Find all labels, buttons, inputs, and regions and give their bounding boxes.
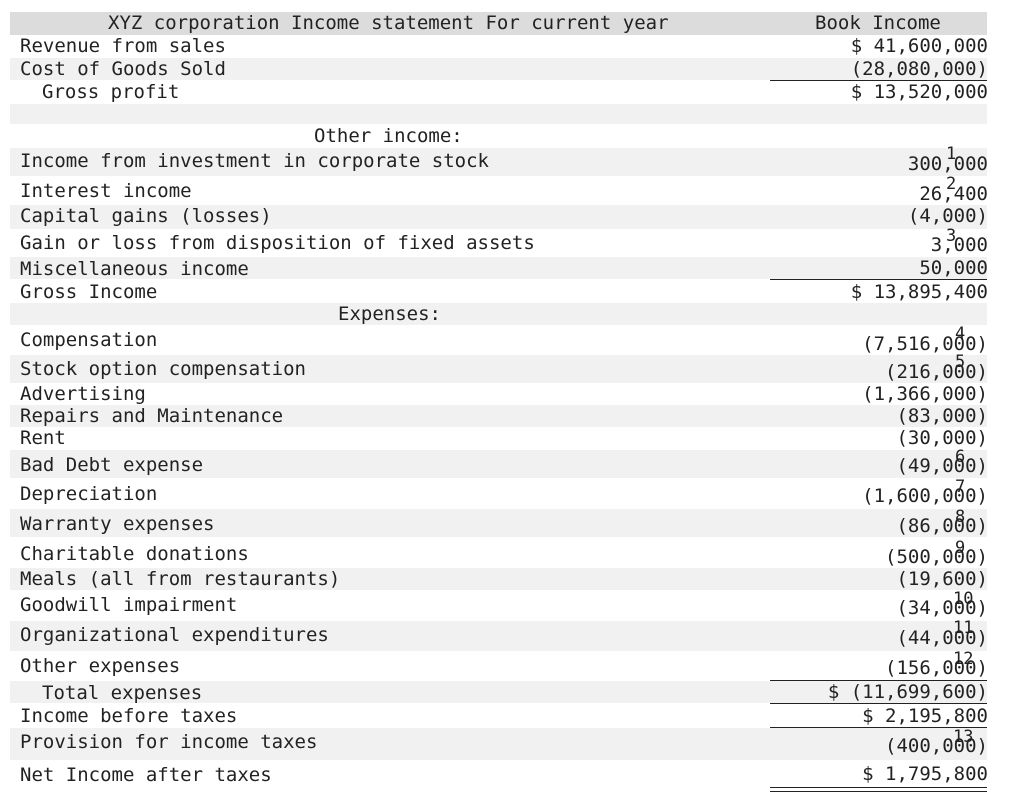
row-shade	[10, 681, 987, 703]
row-shade	[10, 58, 987, 80]
oi-value: 26,400	[919, 183, 988, 205]
expense-value: (500,000)	[885, 546, 988, 568]
expense-label: Advertising	[20, 383, 146, 405]
footnote-marker: 2	[946, 174, 957, 194]
footnote-marker: 9	[955, 538, 966, 558]
net-income-label: Net Income after taxes	[20, 764, 272, 786]
row-shade	[10, 728, 987, 760]
cogs-label: Cost of Goods Sold	[20, 58, 226, 80]
footnote-marker: 8	[955, 507, 966, 527]
expense-value: (44,000)	[896, 627, 988, 649]
oi-label: Gain or loss from disposition of fixed a…	[20, 232, 535, 254]
expense-label: Meals (all from restaurants)	[20, 568, 341, 590]
gross-income-label: Gross Income	[20, 281, 158, 303]
revenue-label: Revenue from sales	[20, 35, 226, 57]
footnote-marker: 3	[946, 226, 957, 246]
total-expenses-label: Total expenses	[42, 682, 203, 704]
expense-label: Goodwill impairment	[20, 594, 238, 616]
footnote-marker: 4	[955, 324, 966, 344]
provision-label: Provision for income taxes	[20, 731, 318, 753]
expense-label: Organizational expenditures	[20, 624, 329, 646]
expense-value: (156,000)	[885, 657, 988, 679]
double-underline	[770, 791, 987, 792]
footnote-marker: 13	[953, 727, 974, 747]
expense-value: (7,516,000)	[862, 333, 988, 355]
underline	[770, 279, 987, 280]
expense-label: Charitable donations	[20, 543, 249, 565]
row-shade	[10, 303, 987, 325]
footnote-marker: 11	[953, 618, 974, 638]
underline	[770, 80, 987, 81]
row-shade	[10, 355, 987, 383]
total-expenses-value: $ (11,699,600)	[827, 681, 988, 703]
expense-label: Bad Debt expense	[20, 454, 204, 476]
row-shade	[10, 104, 987, 124]
expense-value: (49,000)	[896, 455, 988, 477]
expense-label: Stock option compensation	[20, 358, 306, 380]
statement-title: XYZ corporation Income statement For cur…	[108, 12, 669, 34]
footnote-marker: 12	[953, 649, 974, 669]
footnote-marker: 6	[955, 447, 966, 467]
expense-value: (1,366,000)	[862, 383, 988, 405]
other-income-heading: Other income:	[314, 125, 463, 147]
net-income-value: $ 1,795,800	[862, 763, 988, 785]
row-shade	[10, 621, 987, 651]
gross-profit-value: $ 13,520,000	[850, 81, 988, 103]
expense-value: (1,600,000)	[862, 485, 988, 507]
oi-value: 3,000	[930, 234, 988, 256]
oi-value: 50,000	[919, 257, 988, 279]
oi-label: Interest income	[20, 180, 192, 202]
footnote-marker: 10	[953, 589, 974, 609]
expense-label: Warranty expenses	[20, 513, 215, 535]
oi-value: 300,000	[907, 153, 988, 175]
expense-label: Depreciation	[20, 483, 158, 505]
gross-income-value: $ 13,895,400	[850, 281, 988, 303]
expense-label: Rent	[20, 427, 66, 449]
expense-label: Compensation	[20, 329, 158, 351]
footnote-marker: 5	[955, 352, 966, 372]
expense-value: (34,000)	[896, 597, 988, 619]
underline	[770, 703, 987, 704]
row-shade	[10, 450, 987, 478]
oi-label: Miscellaneous income	[20, 258, 249, 280]
underline	[770, 727, 987, 728]
expense-label: Other expenses	[20, 655, 181, 677]
column-header: Book Income	[815, 12, 941, 34]
income-before-taxes-value: $ 2,195,800	[862, 705, 988, 727]
row-shade	[10, 568, 987, 590]
expense-value: (216,000)	[885, 361, 988, 383]
gross-profit-label: Gross profit	[42, 81, 180, 103]
oi-label: Capital gains (losses)	[20, 205, 272, 227]
row-shade	[10, 205, 987, 229]
expense-value: (86,000)	[896, 515, 988, 537]
footnote-marker: 1	[946, 144, 957, 164]
revenue-value: $ 41,600,000	[850, 35, 988, 57]
double-underline	[770, 787, 987, 788]
statement-header	[10, 12, 987, 35]
row-shade	[10, 257, 987, 279]
cogs-value: (28,080,000)	[850, 58, 988, 80]
expense-value: (19,600)	[896, 568, 988, 590]
footnote-marker: 7	[955, 477, 966, 497]
expense-value: (30,000)	[896, 427, 988, 449]
oi-value: (4,000)	[907, 205, 988, 227]
row-shade	[10, 509, 987, 537]
expense-value: (83,000)	[896, 405, 988, 427]
row-shade	[10, 148, 987, 176]
underline	[770, 680, 987, 681]
provision-value: (400,000)	[885, 735, 988, 757]
oi-label: Income from investment in corporate stoc…	[20, 150, 489, 172]
expenses-heading: Expenses:	[338, 303, 441, 325]
row-shade	[10, 405, 987, 427]
income-before-taxes-label: Income before taxes	[20, 705, 238, 727]
expense-label: Repairs and Maintenance	[20, 405, 284, 427]
